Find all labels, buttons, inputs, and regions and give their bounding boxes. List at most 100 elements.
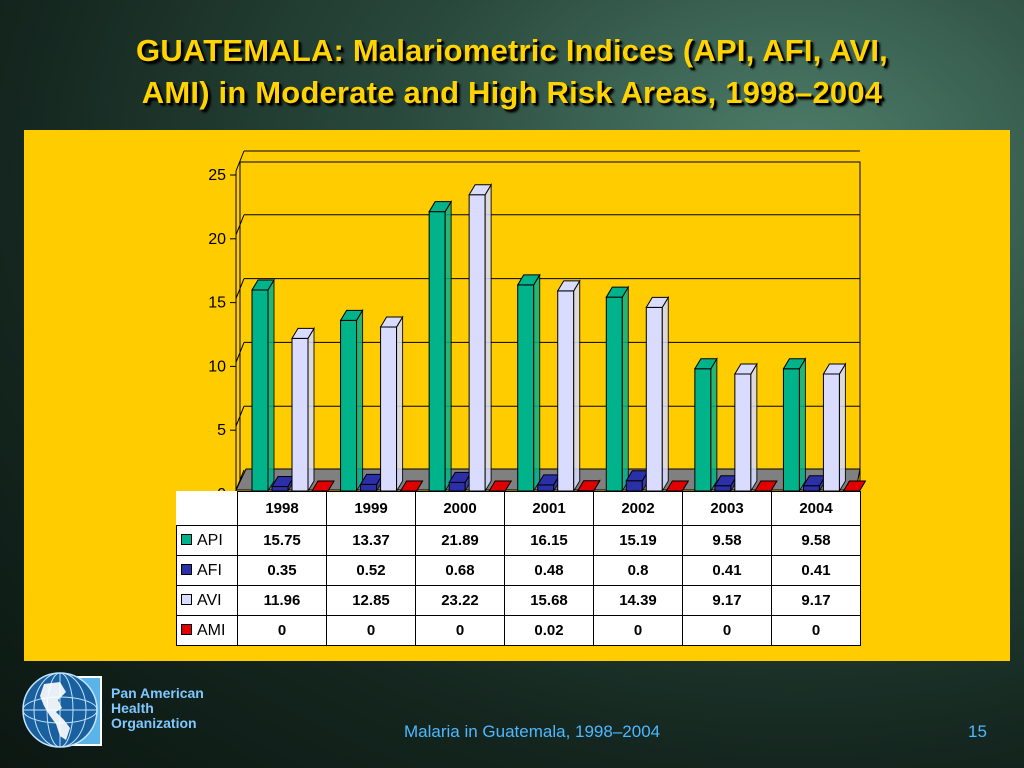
bar-top-ami-2001	[576, 480, 601, 492]
bar-chart: 0510152025	[208, 150, 867, 517]
table-row-avi: AVI 11.96 12.85 23.22 15.68 14.39 9.17 9.17	[176, 585, 861, 616]
table-cell: 0	[415, 615, 505, 646]
table-cell: 12.85	[326, 585, 416, 616]
gridline-depth	[235, 278, 245, 299]
bar-api-2002	[605, 296, 623, 492]
bar-side-api-2000	[444, 199, 452, 493]
table-corner	[176, 491, 238, 526]
page-number: 15	[968, 722, 987, 741]
y-tick-label: 20	[208, 231, 226, 248]
bar-side-avi-2002	[661, 295, 669, 493]
bar-api-1998	[251, 289, 269, 492]
table-cell: 21.89	[415, 525, 505, 556]
footer-text: Malaria in Guatemala, 1998–2004	[404, 722, 661, 741]
table-cell: 9.17	[682, 585, 772, 616]
bar-side-avi-2000	[484, 182, 492, 493]
bar-top-api-1999	[339, 309, 364, 321]
row-header-ami: AMI	[176, 615, 238, 646]
table-cell: 13.37	[326, 525, 416, 556]
table-cell: 0	[326, 615, 416, 646]
table-cell: 15.19	[593, 525, 683, 556]
table-cell: 15.75	[237, 525, 327, 556]
data-table: 1998 1999 2000 2001 2002 2003 2004 API 15.75 13.…	[176, 491, 861, 646]
column-header-2003: 2003	[682, 491, 772, 526]
row-header-api: API	[176, 525, 238, 556]
y-tick-label: 10	[208, 358, 226, 375]
bar-avi-2003	[734, 373, 752, 492]
bar-top-api-2002	[605, 286, 630, 298]
bar-afi-2000	[448, 481, 466, 492]
bar-side-avi-2004	[838, 362, 846, 493]
table-cell: 0.52	[326, 555, 416, 586]
table-cell: 0.35	[237, 555, 327, 586]
table-row-afi: AFI 0.35 0.52 0.68 0.48 0.8 0.41 0.41	[176, 555, 861, 586]
table-cell: 0	[682, 615, 772, 646]
bar-side-api-1998	[267, 278, 275, 493]
column-header-2002: 2002	[593, 491, 683, 526]
table-cell: 11.96	[237, 585, 327, 616]
bar-top-api-1998	[251, 279, 275, 291]
table-cell: 9.58	[771, 525, 861, 556]
gridline-depth	[235, 406, 245, 427]
organization-name: Pan American Health Organization	[111, 686, 204, 731]
chart-panel: 0 5 10 15 20 25 1998199920002001200220032004 …	[24, 130, 1010, 661]
bar-top-avi-2000	[468, 184, 493, 196]
legend-swatch-avi	[181, 593, 192, 605]
org-line-2: Health	[111, 700, 154, 716]
slide-title-line2: AMI) in Moderate and High Risk Areas, 19…	[141, 75, 883, 110]
bar-avi-2000	[468, 194, 486, 492]
bar-api-1999	[340, 319, 358, 492]
bar-top-avi-2003	[733, 363, 758, 375]
table-cell: 0.02	[504, 615, 594, 646]
bar-top-api-2000	[428, 201, 453, 213]
column-header-2001: 2001	[504, 491, 594, 526]
table-cell: 0.48	[504, 555, 594, 586]
table-cell: 0.68	[415, 555, 505, 586]
column-header-1998: 1998	[237, 491, 327, 526]
bar-side-avi-2003	[750, 362, 758, 493]
table-cell: 14.39	[593, 585, 683, 616]
bar-side-api-2002	[621, 285, 629, 493]
column-header-1999: 1999	[326, 491, 416, 526]
column-header-2004: 2004	[771, 491, 861, 526]
bar-top-avi-2001	[556, 280, 581, 292]
bar-top-avi-2004	[822, 363, 847, 375]
table-cell: 0.41	[682, 555, 772, 586]
bar-top-avi-1999	[379, 316, 404, 328]
table-cell: 9.58	[682, 525, 772, 556]
bar-afi-2002	[625, 480, 643, 492]
bar-api-2003	[694, 368, 712, 492]
y-tick-label: 15	[208, 295, 226, 312]
bar-side-api-1999	[356, 308, 364, 493]
bar-side-api-2001	[533, 273, 541, 493]
slide-title-line1: GUATEMALA: Malariometric Indices (API, A…	[136, 33, 888, 68]
table-row-api: API 15.75 13.37 21.89 16.15 15.19 9.58 9.58	[176, 525, 861, 556]
bar-avi-1999	[380, 326, 398, 492]
bar-side-avi-2001	[573, 279, 581, 493]
bar-side-api-2003	[710, 356, 718, 493]
legend-swatch-api	[181, 533, 192, 545]
bar-top-api-2003	[693, 358, 718, 370]
table-cell: 0	[237, 615, 327, 646]
bar-avi-2002	[645, 306, 663, 492]
slide-title: GUATEMALA: Malariometric Indices (API, A…	[0, 30, 1024, 114]
table-cell: 0.41	[771, 555, 861, 586]
table-cell: 0	[771, 615, 861, 646]
legend-swatch-afi	[181, 563, 192, 575]
table-cell: 9.17	[771, 585, 861, 616]
bar-api-2004	[782, 368, 800, 492]
org-line-3: Organization	[111, 715, 197, 731]
gridline-depth	[235, 342, 245, 363]
y-tick-label: 5	[217, 422, 226, 439]
table-row-ami: AMI 0 0 0 0.02 0 0 0	[176, 615, 861, 646]
table-cell: 23.22	[415, 585, 505, 616]
table-cell: 15.68	[504, 585, 594, 616]
bar-side-avi-1998	[307, 326, 315, 493]
bar-top-api-2001	[516, 274, 541, 286]
bar-side-avi-1999	[396, 315, 404, 493]
bar-avi-1998	[291, 337, 309, 492]
bar-top-avi-2002	[645, 296, 670, 308]
bar-avi-2004	[822, 373, 840, 492]
bar-top-avi-1998	[291, 327, 315, 339]
gridline-depth	[235, 214, 245, 235]
